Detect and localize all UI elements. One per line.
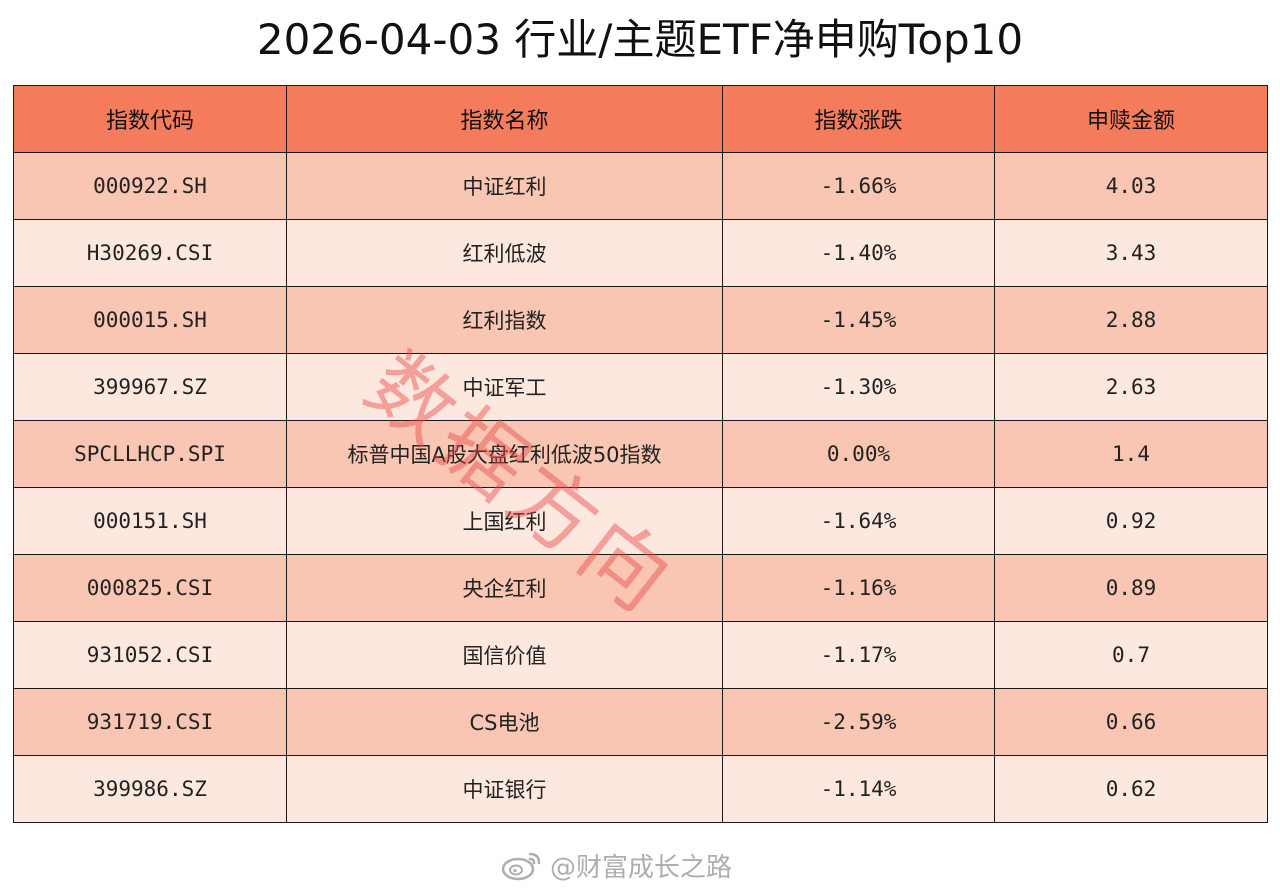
table-row: 000825.CSI 央企红利 -1.16% 0.89 bbox=[13, 554, 1268, 622]
cell-change: -1.45% bbox=[722, 286, 995, 354]
table-row: 000922.SH 中证红利 -1.66% 4.03 bbox=[13, 152, 1268, 220]
footer-text: @财富成长之路 bbox=[550, 852, 733, 883]
cell-code: 399986.SZ bbox=[13, 755, 287, 823]
page-title: 2026-04-03 行业/主题ETF净申购Top10 bbox=[256, 15, 1024, 64]
cell-name: CS电池 bbox=[286, 688, 723, 756]
table-row: 399986.SZ 中证银行 -1.14% 0.62 bbox=[13, 755, 1268, 823]
cell-amount: 4.03 bbox=[994, 152, 1268, 220]
cell-code: 000151.SH bbox=[13, 487, 287, 555]
table-row: 931052.CSI 国信价值 -1.17% 0.7 bbox=[13, 621, 1268, 689]
cell-amount: 0.92 bbox=[994, 487, 1268, 555]
table-row: 000151.SH 上国红利 -1.64% 0.92 bbox=[13, 487, 1268, 555]
etf-table: 指数代码 指数名称 指数涨跌 申赎金额 000922.SH 中证红利 -1.66% 4… bbox=[13, 85, 1268, 823]
table-row: 000015.SH 红利指数 -1.45% 2.88 bbox=[13, 286, 1268, 354]
cell-change: -1.40% bbox=[722, 219, 995, 287]
cell-change: -1.14% bbox=[722, 755, 995, 823]
cell-change: -1.17% bbox=[722, 621, 995, 689]
table-row: 931719.CSI CS电池 -2.59% 0.66 bbox=[13, 688, 1268, 756]
cell-name: 央企红利 bbox=[286, 554, 723, 622]
cell-name: 中证军工 bbox=[286, 353, 723, 421]
cell-code: 000922.SH bbox=[13, 152, 287, 220]
cell-code: SPCLLHCP.SPI bbox=[13, 420, 287, 488]
cell-code: 931719.CSI bbox=[13, 688, 287, 756]
cell-amount: 0.89 bbox=[994, 554, 1268, 622]
cell-amount: 3.43 bbox=[994, 219, 1268, 287]
cell-change: -1.16% bbox=[722, 554, 995, 622]
table-row: H30269.CSI 红利低波 -1.40% 3.43 bbox=[13, 219, 1268, 287]
cell-code: 000825.CSI bbox=[13, 554, 287, 622]
header-change: 指数涨跌 bbox=[722, 85, 995, 153]
weibo-icon bbox=[501, 852, 541, 881]
cell-amount: 2.88 bbox=[994, 286, 1268, 354]
cell-amount: 0.7 bbox=[994, 621, 1268, 689]
cell-amount: 0.62 bbox=[994, 755, 1268, 823]
cell-change: 0.00% bbox=[722, 420, 995, 488]
cell-change: -2.59% bbox=[722, 688, 995, 756]
cell-name: 上国红利 bbox=[286, 487, 723, 555]
header-row: 指数代码 指数名称 指数涨跌 申赎金额 bbox=[13, 85, 1268, 153]
table-row: SPCLLHCP.SPI 标普中国A股大盘红利低波50指数 0.00% 1.4 bbox=[13, 420, 1268, 488]
cell-name: 中证红利 bbox=[286, 152, 723, 220]
header-code: 指数代码 bbox=[13, 85, 287, 153]
cell-amount: 0.66 bbox=[994, 688, 1268, 756]
footer: @财富成长之路 bbox=[500, 845, 732, 885]
header-amount: 申赎金额 bbox=[994, 85, 1268, 153]
cell-amount: 1.4 bbox=[994, 420, 1268, 488]
cell-code: 931052.CSI bbox=[13, 621, 287, 689]
cell-code: 399967.SZ bbox=[13, 353, 287, 421]
cell-name: 国信价值 bbox=[286, 621, 723, 689]
header-name: 指数名称 bbox=[286, 85, 723, 153]
cell-amount: 2.63 bbox=[994, 353, 1268, 421]
cell-name: 红利指数 bbox=[286, 286, 723, 354]
cell-name: 中证银行 bbox=[286, 755, 723, 823]
cell-code: 000015.SH bbox=[13, 286, 287, 354]
cell-change: -1.30% bbox=[722, 353, 995, 421]
cell-name: 标普中国A股大盘红利低波50指数 bbox=[286, 420, 723, 488]
cell-change: -1.64% bbox=[722, 487, 995, 555]
table-row: 399967.SZ 中证军工 -1.30% 2.63 bbox=[13, 353, 1268, 421]
cell-name: 红利低波 bbox=[286, 219, 723, 287]
cell-change: -1.66% bbox=[722, 152, 995, 220]
cell-code: H30269.CSI bbox=[13, 219, 287, 287]
